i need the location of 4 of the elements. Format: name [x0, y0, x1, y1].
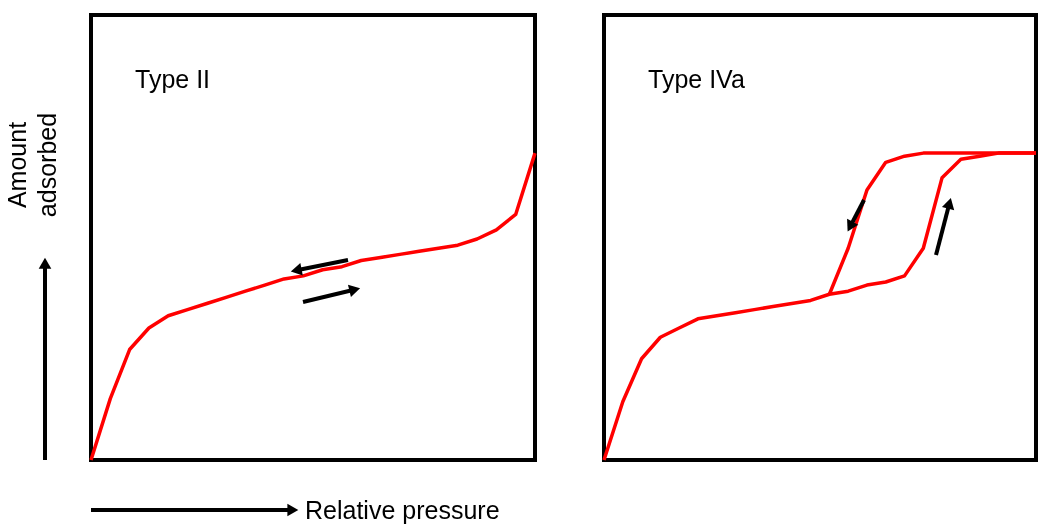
- y-axis-title: Amount adsorbed: [3, 112, 61, 218]
- text: Type II: [135, 65, 211, 93]
- text: Type IVa: [648, 65, 745, 93]
- x-axis-title: Relative pressure: [305, 496, 500, 524]
